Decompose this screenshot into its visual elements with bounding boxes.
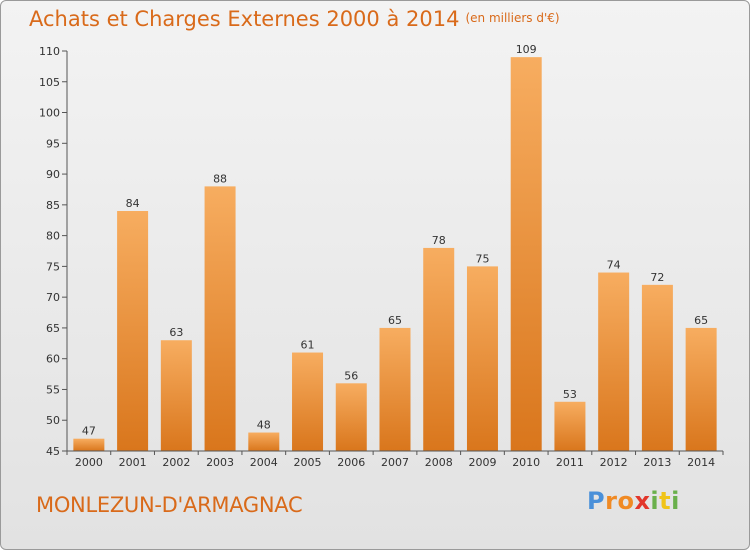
value-label: 75 <box>475 252 489 265</box>
bar <box>685 327 717 451</box>
logo-letter: x <box>634 487 651 515</box>
y-tick-label: 80 <box>46 230 60 243</box>
value-label: 53 <box>563 388 577 401</box>
logo-letter: r <box>605 487 618 515</box>
chart-title-text: Achats et Charges Externes 2000 à 2014 <box>29 7 460 31</box>
bar <box>598 272 630 451</box>
commune-name: MONLEZUN-D'ARMAGNAC <box>36 493 303 517</box>
bar <box>641 284 673 451</box>
x-tick-label: 2003 <box>206 456 234 469</box>
value-label: 84 <box>126 197 140 210</box>
y-tick-label: 85 <box>46 199 60 212</box>
bar <box>73 438 105 451</box>
y-tick-label: 60 <box>46 353 60 366</box>
x-tick-label: 2010 <box>512 456 540 469</box>
y-tick-label: 45 <box>46 445 60 458</box>
value-label: 78 <box>432 234 446 247</box>
x-tick-label: 2005 <box>294 456 322 469</box>
y-tick-label: 90 <box>46 168 60 181</box>
x-tick-label: 2012 <box>600 456 628 469</box>
logo-letter: o <box>617 487 635 515</box>
x-tick-label: 2001 <box>119 456 147 469</box>
bar <box>466 266 498 451</box>
value-label: 56 <box>344 369 358 382</box>
bar <box>248 432 280 451</box>
bar <box>510 57 542 452</box>
y-tick-label: 65 <box>46 322 60 335</box>
x-tick-label: 2009 <box>468 456 496 469</box>
value-label: 65 <box>388 314 402 327</box>
value-label: 74 <box>607 259 621 272</box>
value-label: 47 <box>82 425 96 438</box>
bar <box>554 401 586 451</box>
y-tick-label: 70 <box>46 291 60 304</box>
value-label: 72 <box>650 271 664 284</box>
x-tick-label: 2000 <box>75 456 103 469</box>
value-label: 61 <box>301 339 315 352</box>
y-tick-label: 100 <box>39 107 60 120</box>
x-tick-label: 2004 <box>250 456 278 469</box>
x-tick-label: 2008 <box>425 456 453 469</box>
value-label: 65 <box>694 314 708 327</box>
logo-letter: i <box>650 487 660 515</box>
value-label: 88 <box>213 172 227 185</box>
x-tick-label: 2007 <box>381 456 409 469</box>
logo-letter: t <box>659 487 672 515</box>
bar <box>292 352 324 451</box>
proxiti-logo[interactable]: Proxiti <box>587 487 680 515</box>
x-tick-label: 2002 <box>162 456 190 469</box>
y-tick-label: 105 <box>39 76 60 89</box>
bar <box>117 211 149 451</box>
bar <box>379 327 411 451</box>
y-tick-label: 95 <box>46 137 60 150</box>
bar <box>335 383 367 451</box>
value-label: 109 <box>516 43 537 56</box>
logo-letter: P <box>587 487 606 515</box>
chart-title: Achats et Charges Externes 2000 à 2014 (e… <box>29 7 560 31</box>
bar <box>160 340 192 451</box>
y-tick-label: 110 <box>39 45 60 58</box>
x-tick-label: 2006 <box>337 456 365 469</box>
y-tick-label: 55 <box>46 383 60 396</box>
y-tick-label: 50 <box>46 414 60 427</box>
value-label: 48 <box>257 419 271 432</box>
y-tick-label: 75 <box>46 260 60 273</box>
bar <box>423 247 455 451</box>
value-label: 63 <box>169 326 183 339</box>
bar <box>204 186 236 451</box>
chart-title-unit: (en milliers d'€) <box>465 11 560 25</box>
x-tick-label: 2011 <box>556 456 584 469</box>
x-tick-label: 2013 <box>643 456 671 469</box>
x-tick-label: 2014 <box>687 456 715 469</box>
logo-letter: i <box>671 487 680 515</box>
